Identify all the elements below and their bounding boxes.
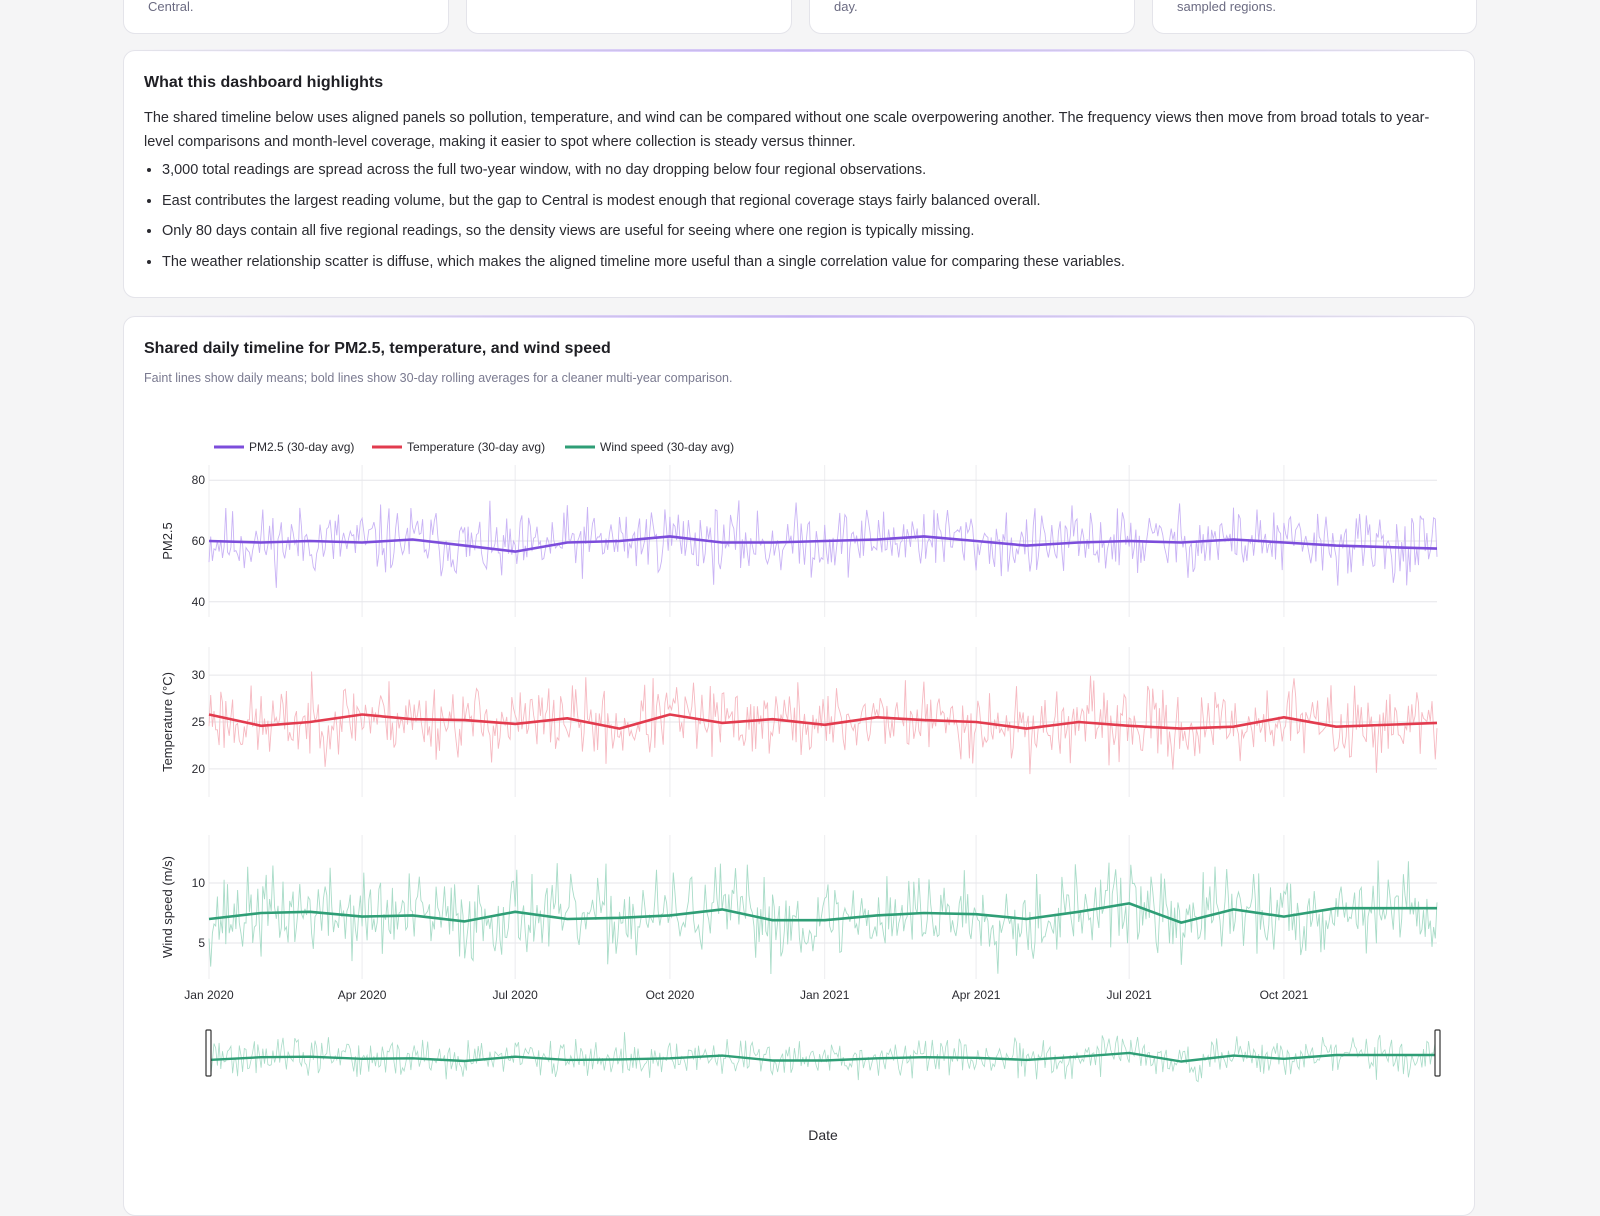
summary-card-fragment: Central.	[148, 0, 194, 14]
summary-card-fragment: day.	[834, 0, 858, 14]
y-tick-label: 40	[192, 595, 206, 609]
timeline-title: Shared daily timeline for PM2.5, tempera…	[144, 340, 611, 357]
legend-label: Wind speed (30-day avg)	[600, 440, 734, 454]
timeline-subtitle: Faint lines show daily means; bold lines…	[144, 371, 733, 385]
card-accent-line	[124, 49, 1474, 52]
highlight-item: Only 80 days contain all five regional r…	[162, 219, 1125, 250]
y-tick-label: 30	[192, 668, 206, 682]
y-tick-label: 25	[192, 715, 206, 729]
range-slider-daily-line	[208, 1032, 1438, 1083]
highlights-card: What this dashboard highlights The share…	[123, 49, 1475, 298]
rolling-avg-line	[208, 713, 1438, 730]
highlights-title: What this dashboard highlights	[144, 74, 384, 91]
daily-mean-line	[208, 860, 1438, 975]
range-slider-left-handle[interactable]	[205, 1029, 212, 1077]
timeline-chart[interactable]: PM2.5 (30-day avg) Temperature (30-day av…	[124, 317, 1474, 1197]
range-slider-avg-line	[208, 1051, 1437, 1063]
x-tick-label: Oct 2021	[1260, 988, 1309, 1002]
y-axis-label: Temperature (°C)	[160, 672, 175, 772]
highlight-item: East contributes the largest reading vol…	[162, 189, 1125, 220]
highlights-intro: The shared timeline below uses aligned p…	[144, 110, 1430, 150]
legend-item: PM2.5 (30-day avg)	[214, 440, 354, 454]
highlight-item: The weather relationship scatter is diff…	[162, 250, 1125, 281]
legend-label: PM2.5 (30-day avg)	[249, 440, 354, 454]
x-tick-label: Apr 2020	[338, 988, 387, 1002]
range-slider-right-handle[interactable]	[1434, 1029, 1441, 1077]
x-tick-label: Oct 2020	[646, 988, 695, 1002]
x-tick-label: Jul 2020	[492, 988, 538, 1002]
timeline-card: PM2.5 (30-day avg) Temperature (30-day av…	[123, 315, 1475, 1216]
highlights-list: 3,000 total readings are spread across t…	[144, 158, 1125, 280]
y-tick-label: 20	[192, 762, 206, 776]
x-tick-label: Jul 2021	[1106, 988, 1152, 1002]
rolling-avg-line	[208, 535, 1438, 553]
rolling-avg-line	[208, 902, 1437, 924]
x-tick-label: Apr 2021	[952, 988, 1001, 1002]
legend-item: Temperature (30-day avg)	[372, 440, 545, 454]
daily-mean-line	[208, 500, 1438, 588]
y-axis-label: PM2.5	[160, 522, 175, 560]
summary-card-4: sampled regions.	[1152, 0, 1477, 34]
y-tick-label: 80	[192, 473, 206, 487]
x-tick-label: Jan 2021	[800, 988, 850, 1002]
card-accent-line	[124, 315, 1474, 318]
summary-card-1: Central.	[123, 0, 449, 34]
highlight-item: 3,000 total readings are spread across t…	[162, 158, 1125, 189]
y-tick-label: 60	[192, 534, 206, 548]
y-tick-label: 5	[198, 936, 205, 950]
y-axis-label: Wind speed (m/s)	[160, 856, 175, 958]
daily-mean-line	[208, 671, 1438, 775]
y-tick-label: 10	[192, 876, 206, 890]
summary-card-fragment: sampled regions.	[1177, 0, 1276, 14]
summary-card-3: day.	[809, 0, 1135, 34]
x-tick-label: Jan 2020	[184, 988, 234, 1002]
legend-label: Temperature (30-day avg)	[407, 440, 545, 454]
legend-item: Wind speed (30-day avg)	[565, 440, 734, 454]
x-axis-label: Date	[808, 1127, 838, 1143]
summary-card-2	[466, 0, 792, 34]
